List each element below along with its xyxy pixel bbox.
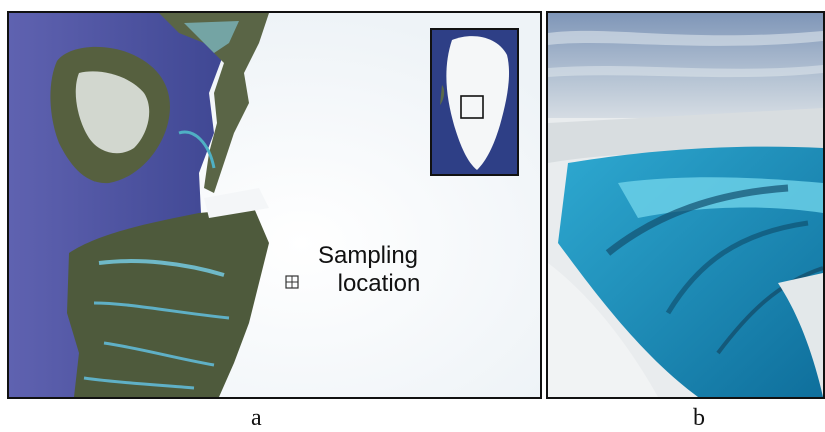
inset-locator-box [460, 95, 484, 119]
aerial-photo-panel [546, 11, 825, 399]
aerial-photo [548, 13, 823, 397]
crosshair-square-icon [285, 275, 299, 289]
meltwater-lake [558, 146, 823, 397]
fjord-north [184, 21, 239, 53]
island-snow [75, 71, 150, 154]
satellite-map-panel: Sampling location [7, 11, 542, 399]
south-coast [67, 208, 269, 397]
meltwater-channel [178, 130, 216, 169]
fjord [93, 301, 230, 320]
greenland-shape [446, 36, 510, 171]
foreground-ice [548, 263, 658, 397]
panel-a-caption: a [251, 405, 262, 431]
fjord [83, 376, 195, 390]
sampling-label-line2: location [337, 270, 421, 297]
sampling-location-label: Sampling location [298, 242, 438, 298]
fjord [98, 259, 225, 277]
inset-overview-map [430, 28, 519, 176]
fjord [103, 341, 215, 367]
panel-b-caption: b [693, 405, 705, 431]
sampling-label-line1: Sampling [317, 242, 419, 269]
north-coast [159, 13, 269, 193]
glacier-outlet [204, 188, 269, 218]
